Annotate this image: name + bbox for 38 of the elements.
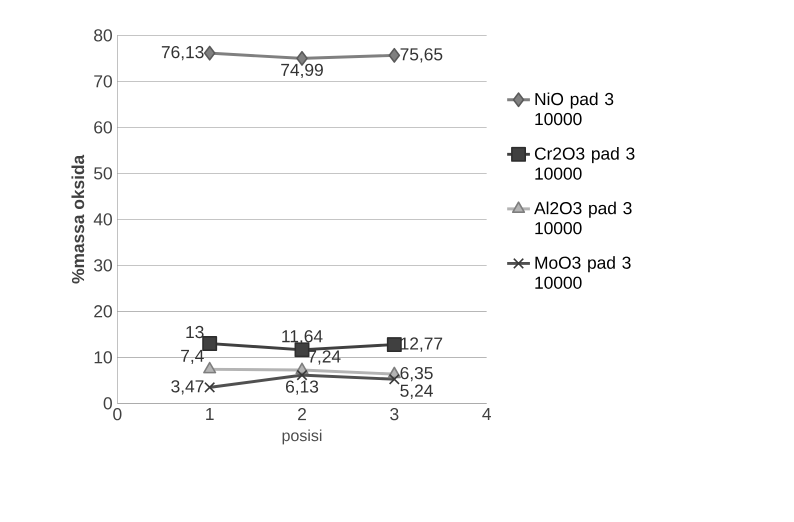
legend-label: NiO pad 3 10000	[535, 92, 614, 126]
y-tick-label: 20	[94, 305, 112, 318]
y-tick-label: 30	[94, 259, 112, 272]
data-label: 5,24	[400, 384, 433, 399]
point	[203, 362, 216, 374]
x-axis-title: posisi	[282, 429, 322, 444]
y-tick-label: 0	[104, 397, 112, 410]
data-label: 13	[186, 326, 204, 338]
point	[204, 382, 216, 393]
y-tick-label: 80	[94, 29, 112, 42]
y-tick-label: 40	[94, 213, 112, 226]
data-label: 6,35	[400, 366, 433, 382]
data-label: 75,65	[400, 48, 442, 63]
data-label: 11,64	[282, 330, 323, 344]
data-label: 74,99	[281, 64, 323, 78]
point	[388, 374, 400, 385]
x-tick-label: 4	[482, 408, 491, 420]
x-tick-label: 3	[390, 408, 398, 420]
data-label: 76,13	[162, 46, 204, 60]
legend-label: MoO3 pad 3 10000	[535, 256, 631, 289]
legend-label: Al2O3 pad 3 10000	[534, 202, 632, 234]
y-tick-label: 70	[94, 75, 112, 88]
y-tick-label: 50	[94, 167, 112, 180]
legend-label: Cr2O3 pad 3 10000	[534, 147, 634, 180]
data-label: 3,47	[171, 380, 204, 395]
x-tick-label: 0	[113, 408, 122, 420]
point	[294, 342, 310, 358]
x-tick-label: 2	[298, 408, 306, 420]
y-tick-label: 60	[94, 121, 112, 134]
data-label: 6,13	[286, 380, 318, 395]
point	[202, 336, 218, 351]
point	[296, 370, 308, 381]
y-axis-title: %massa oksida	[71, 154, 84, 284]
y-tick-label: 10	[94, 351, 112, 364]
point	[386, 337, 402, 352]
point	[204, 46, 216, 61]
point	[388, 48, 400, 63]
x-tick-label: 1	[206, 408, 214, 420]
